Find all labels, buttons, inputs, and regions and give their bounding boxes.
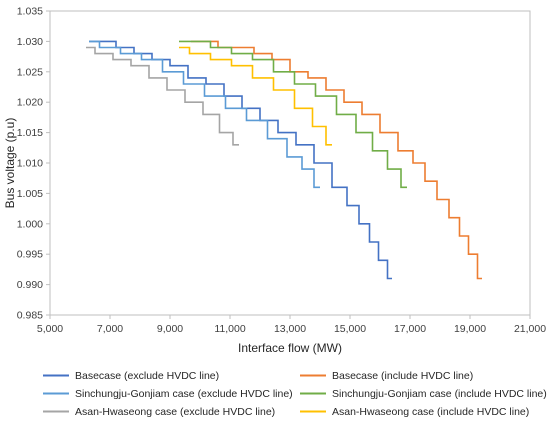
legend: Basecase (exclude HVDC line) Basecase (in… (43, 370, 547, 418)
series-line-2 (191, 40, 482, 280)
legend-item: Basecase (include HVDC line) (300, 370, 473, 382)
x-tick-label: 5,000 (37, 323, 63, 335)
y-tick-label: 1.025 (17, 66, 43, 78)
x-tick-label: 17,000 (394, 323, 426, 335)
x-tick-label: 13,000 (274, 323, 306, 335)
plot-area-border (49, 10, 531, 316)
legend-label: Basecase (exclude HVDC line) (75, 370, 219, 382)
y-tick-label: 1.015 (17, 127, 43, 139)
y-tick-label: 0.990 (17, 279, 43, 291)
x-tick-label: 15,000 (334, 323, 366, 335)
series-line-6 (179, 46, 332, 146)
legend-label: Asan-Hwaseong case (exclude HVDC line) (75, 406, 275, 418)
y-tick-label: 1.035 (17, 6, 43, 18)
series-line-3 (89, 40, 320, 189)
x-tick-label: 19,000 (454, 323, 486, 335)
legend-item: Sinchungju-Gonjiam case (include HVDC li… (300, 388, 547, 400)
legend-label: Asan-Hwaseong case (include HVDC line) (332, 406, 529, 418)
y-tick-label: 1.005 (17, 188, 43, 200)
x-axis-title: Interface flow (MW) (238, 341, 342, 355)
series-line-1 (89, 40, 392, 280)
x-tick-label: 9,000 (157, 323, 183, 335)
series-line-4 (179, 40, 407, 189)
x-tick-label: 21,000 (514, 323, 546, 335)
legend-item: Sinchungju-Gonjiam case (exclude HVDC li… (43, 388, 293, 400)
y-tick-label: 0.995 (17, 249, 43, 261)
legend-label: Sinchungju-Gonjiam case (exclude HVDC li… (75, 388, 293, 400)
y-tick-label: 0.985 (17, 310, 43, 322)
axes: 0.985 0.990 0.995 1.000 1.005 1.010 1.015 1.020… (17, 6, 546, 336)
y-tick-label: 1.020 (17, 97, 43, 109)
legend-label: Sinchungju-Gonjiam case (include HVDC li… (332, 388, 547, 400)
y-tick-label: 1.030 (17, 36, 43, 48)
legend-label: Basecase (include HVDC line) (332, 370, 473, 382)
legend-item: Asan-Hwaseong case (exclude HVDC line) (43, 406, 275, 418)
y-tick-label: 1.010 (17, 158, 43, 170)
series-lines (86, 40, 482, 280)
y-axis-title: Bus voltage (p.u) (3, 118, 17, 209)
series-line-5 (86, 46, 239, 146)
y-tick-label: 1.000 (17, 218, 43, 230)
legend-item: Basecase (exclude HVDC line) (43, 370, 219, 382)
x-tick-label: 11,000 (214, 323, 245, 335)
x-tick-label: 7,000 (97, 323, 123, 335)
legend-item: Asan-Hwaseong case (include HVDC line) (300, 406, 529, 418)
